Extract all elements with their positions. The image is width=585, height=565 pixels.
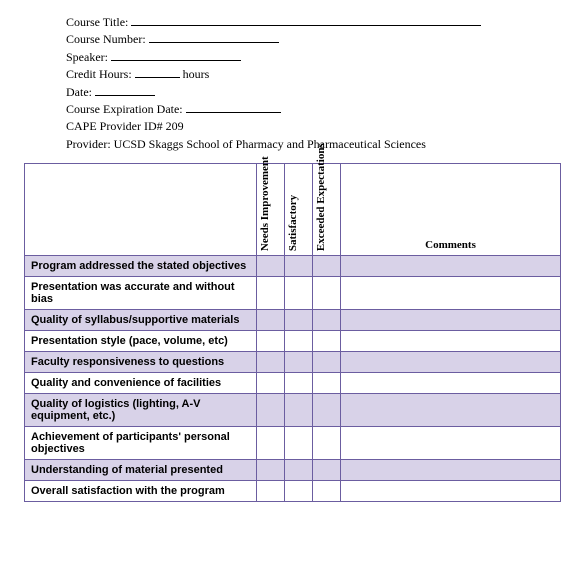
rating-cell[interactable] xyxy=(257,394,285,427)
header-line: Provider: UCSD Skaggs School of Pharmacy… xyxy=(66,136,561,153)
header-label: CAPE Provider ID# 209 xyxy=(66,119,184,133)
comments-cell[interactable] xyxy=(341,277,561,310)
col-label: Exceeded Expectations xyxy=(314,167,326,251)
rating-cell[interactable] xyxy=(257,331,285,352)
criteria-cell: Quality and convenience of facilities xyxy=(25,373,257,394)
col-satisfactory: Satisfactory xyxy=(285,164,313,256)
rating-cell[interactable] xyxy=(313,427,341,460)
rating-cell[interactable] xyxy=(285,373,313,394)
course-header: Course Title: Course Number: Speaker: Cr… xyxy=(66,14,561,153)
rating-cell[interactable] xyxy=(285,481,313,502)
table-row: Quality of logistics (lighting, A-V equi… xyxy=(25,394,561,427)
rating-cell[interactable] xyxy=(313,277,341,310)
header-line: Course Title: xyxy=(66,14,561,31)
page: Course Title: Course Number: Speaker: Cr… xyxy=(0,0,585,502)
criteria-cell: Quality of logistics (lighting, A-V equi… xyxy=(25,394,257,427)
table-row: Faculty responsiveness to questions xyxy=(25,352,561,373)
fill-blank[interactable] xyxy=(131,14,481,26)
comments-cell[interactable] xyxy=(341,460,561,481)
fill-blank[interactable] xyxy=(95,84,155,96)
criteria-cell: Presentation was accurate and without bi… xyxy=(25,277,257,310)
col-exceeded: Exceeded Expectations xyxy=(313,164,341,256)
comments-cell[interactable] xyxy=(341,256,561,277)
table-row: Quality and convenience of facilities xyxy=(25,373,561,394)
header-label: Course Title: xyxy=(66,15,128,29)
rating-cell[interactable] xyxy=(313,373,341,394)
rating-cell[interactable] xyxy=(285,460,313,481)
col-needs-improvement: Needs Improvement xyxy=(257,164,285,256)
rating-cell[interactable] xyxy=(313,310,341,331)
header-label: Course Expiration Date: xyxy=(66,102,183,116)
rating-cell[interactable] xyxy=(285,352,313,373)
table-row: Understanding of material presented xyxy=(25,460,561,481)
rating-cell[interactable] xyxy=(257,277,285,310)
rating-cell[interactable] xyxy=(257,373,285,394)
table-header-row: Needs Improvement Satisfactory Exceeded … xyxy=(25,164,561,256)
table-row: Program addressed the stated objectives xyxy=(25,256,561,277)
header-line: Course Number: xyxy=(66,31,561,48)
table-row: Achievement of participants' personal ob… xyxy=(25,427,561,460)
comments-cell[interactable] xyxy=(341,427,561,460)
criteria-cell: Achievement of participants' personal ob… xyxy=(25,427,257,460)
rating-cell[interactable] xyxy=(257,427,285,460)
header-line: Course Expiration Date: xyxy=(66,101,561,118)
header-label: Date: xyxy=(66,85,92,99)
header-line: CAPE Provider ID# 209 xyxy=(66,118,561,135)
header-label: Course Number: xyxy=(66,32,146,46)
rating-cell[interactable] xyxy=(313,460,341,481)
evaluation-table: Needs Improvement Satisfactory Exceeded … xyxy=(24,163,561,502)
table-row: Presentation was accurate and without bi… xyxy=(25,277,561,310)
rating-cell[interactable] xyxy=(257,481,285,502)
col-label: Needs Improvement xyxy=(258,167,270,251)
rating-cell[interactable] xyxy=(285,331,313,352)
comments-cell[interactable] xyxy=(341,481,561,502)
rating-cell[interactable] xyxy=(285,277,313,310)
col-label: Satisfactory xyxy=(286,167,298,251)
rating-cell[interactable] xyxy=(313,481,341,502)
rating-cell[interactable] xyxy=(257,352,285,373)
header-line: Date: xyxy=(66,84,561,101)
table-row: Overall satisfaction with the program xyxy=(25,481,561,502)
criteria-cell: Faculty responsiveness to questions xyxy=(25,352,257,373)
rating-cell[interactable] xyxy=(313,394,341,427)
fill-blank[interactable] xyxy=(111,49,241,61)
comments-cell[interactable] xyxy=(341,394,561,427)
criteria-cell: Overall satisfaction with the program xyxy=(25,481,257,502)
header-label: Provider: UCSD Skaggs School of Pharmacy… xyxy=(66,137,426,151)
comments-cell[interactable] xyxy=(341,352,561,373)
criteria-cell: Program addressed the stated objectives xyxy=(25,256,257,277)
criteria-header xyxy=(25,164,257,256)
fill-blank[interactable] xyxy=(186,101,281,113)
rating-cell[interactable] xyxy=(257,460,285,481)
table-row: Presentation style (pace, volume, etc) xyxy=(25,331,561,352)
table-row: Quality of syllabus/supportive materials xyxy=(25,310,561,331)
comments-cell[interactable] xyxy=(341,310,561,331)
rating-cell[interactable] xyxy=(257,256,285,277)
comments-cell[interactable] xyxy=(341,373,561,394)
criteria-cell: Presentation style (pace, volume, etc) xyxy=(25,331,257,352)
rating-cell[interactable] xyxy=(313,352,341,373)
header-label: Credit Hours: xyxy=(66,67,132,81)
header-line: Speaker: xyxy=(66,49,561,66)
fill-blank[interactable] xyxy=(149,31,279,43)
rating-cell[interactable] xyxy=(313,331,341,352)
criteria-cell: Quality of syllabus/supportive materials xyxy=(25,310,257,331)
rating-cell[interactable] xyxy=(285,256,313,277)
rating-cell[interactable] xyxy=(285,427,313,460)
fill-blank[interactable] xyxy=(135,66,180,78)
rating-cell[interactable] xyxy=(257,310,285,331)
col-comments: Comments xyxy=(341,164,561,256)
header-label: Speaker: xyxy=(66,50,108,64)
col-label: Comments xyxy=(425,239,476,251)
criteria-cell: Understanding of material presented xyxy=(25,460,257,481)
rating-cell[interactable] xyxy=(285,310,313,331)
header-suffix: hours xyxy=(180,67,210,81)
comments-cell[interactable] xyxy=(341,331,561,352)
rating-cell[interactable] xyxy=(313,256,341,277)
rating-cell[interactable] xyxy=(285,394,313,427)
header-line: Credit Hours: hours xyxy=(66,66,561,83)
